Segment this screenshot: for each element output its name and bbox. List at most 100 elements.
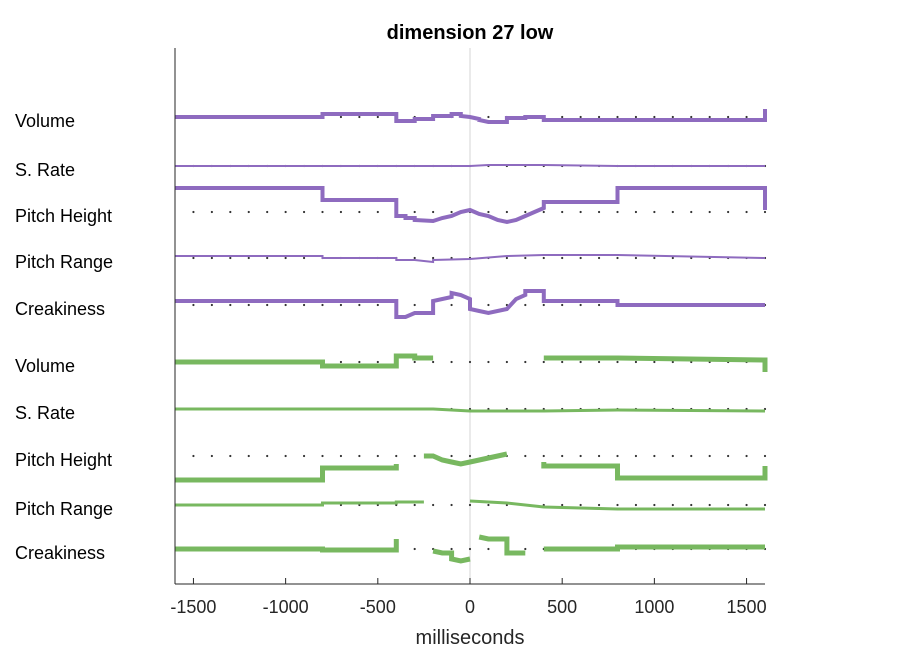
baseline-dot bbox=[376, 303, 379, 307]
row-label: Pitch Range bbox=[15, 499, 113, 519]
baseline-dot bbox=[358, 454, 361, 458]
baseline-dot bbox=[413, 303, 416, 307]
baseline-dot bbox=[284, 303, 287, 307]
baseline-dot bbox=[597, 256, 601, 260]
baseline-dot bbox=[653, 360, 656, 364]
baseline-dot bbox=[616, 115, 619, 119]
baseline-dot bbox=[524, 454, 527, 458]
series-line-2-s-rate bbox=[175, 407, 766, 413]
series-line-2-pitch-range bbox=[469, 499, 765, 511]
baseline-dot bbox=[505, 360, 508, 364]
series-line-2-volume bbox=[175, 353, 434, 369]
baseline-dot bbox=[339, 115, 343, 119]
baseline-dot bbox=[229, 256, 232, 260]
row-label: Pitch Range bbox=[15, 252, 113, 272]
baseline-dot bbox=[432, 503, 435, 507]
baseline-dot bbox=[708, 454, 711, 458]
baseline-dot bbox=[561, 360, 564, 364]
baseline-dot bbox=[358, 115, 361, 119]
baseline-dot bbox=[579, 454, 582, 458]
baseline-dot bbox=[229, 303, 232, 307]
baseline-dot bbox=[763, 454, 767, 458]
series-line-1-pitch-height bbox=[175, 186, 767, 225]
baseline-dot bbox=[634, 115, 638, 119]
baseline-dot bbox=[229, 454, 232, 458]
baseline-dot bbox=[561, 503, 564, 507]
baseline-dot bbox=[432, 210, 435, 214]
row-label: Creakiness bbox=[15, 299, 105, 319]
row-label: Pitch Height bbox=[15, 450, 112, 470]
baseline-dot bbox=[634, 256, 638, 260]
baseline-dot bbox=[321, 210, 324, 214]
baseline-dot bbox=[561, 303, 564, 307]
baseline-dot bbox=[597, 503, 601, 507]
baseline-dot bbox=[616, 454, 619, 458]
baseline-dot bbox=[413, 547, 416, 551]
row-label: Pitch Height bbox=[15, 206, 112, 226]
baseline-dot bbox=[210, 210, 213, 214]
x-tick-label: -500 bbox=[360, 597, 396, 617]
baseline-dot bbox=[561, 115, 564, 119]
baseline-dot bbox=[690, 210, 693, 214]
baseline-dot bbox=[524, 256, 527, 260]
baseline-dot bbox=[450, 547, 453, 551]
series-line-2-creakiness bbox=[432, 548, 471, 564]
baseline-dot bbox=[690, 454, 693, 458]
baseline-dot bbox=[432, 360, 435, 364]
baseline-dot bbox=[763, 210, 767, 214]
baseline-dot bbox=[597, 454, 601, 458]
baseline-dot bbox=[690, 503, 693, 507]
baseline-dot bbox=[450, 303, 453, 307]
baseline-dot bbox=[653, 210, 656, 214]
baseline-dots bbox=[192, 115, 767, 551]
baseline-dot bbox=[505, 256, 508, 260]
baseline-dot bbox=[579, 503, 582, 507]
baseline-dot bbox=[284, 256, 287, 260]
baseline-dot bbox=[413, 256, 416, 260]
baseline-dot bbox=[708, 115, 711, 119]
baseline-dot bbox=[192, 210, 195, 214]
baseline-dot bbox=[487, 503, 490, 507]
baseline-dot bbox=[634, 503, 638, 507]
baseline-dot bbox=[708, 210, 711, 214]
series-line-2-pitch-height bbox=[175, 464, 399, 483]
baseline-dot bbox=[597, 360, 601, 364]
baseline-dot bbox=[524, 210, 527, 214]
baseline-dot bbox=[339, 303, 343, 307]
baseline-dot bbox=[247, 454, 250, 458]
row-label: Creakiness bbox=[15, 543, 105, 563]
baseline-dot bbox=[487, 115, 490, 119]
baseline-dot bbox=[210, 454, 213, 458]
baseline-dot bbox=[247, 303, 250, 307]
baseline-dot bbox=[671, 210, 674, 214]
baseline-dot bbox=[321, 454, 324, 458]
baseline-dot bbox=[745, 210, 748, 214]
row-label: S. Rate bbox=[15, 403, 75, 423]
baseline-dot bbox=[487, 303, 490, 307]
baseline-dot bbox=[671, 503, 674, 507]
baseline-dot bbox=[487, 547, 490, 551]
baseline-dot bbox=[266, 454, 269, 458]
x-axis-label: milliseconds bbox=[416, 627, 525, 649]
baseline-dot bbox=[450, 210, 453, 214]
baseline-dot bbox=[376, 115, 379, 119]
baseline-dot bbox=[542, 210, 545, 214]
baseline-dot bbox=[284, 454, 287, 458]
baseline-dot bbox=[505, 210, 508, 214]
baseline-dot bbox=[284, 210, 287, 214]
baseline-dot bbox=[487, 360, 490, 364]
baseline-dot bbox=[524, 360, 527, 364]
baseline-dot bbox=[727, 454, 730, 458]
baseline-dot bbox=[727, 503, 730, 507]
baseline-dot bbox=[745, 115, 748, 119]
baseline-dot bbox=[634, 360, 638, 364]
baseline-dot bbox=[671, 115, 674, 119]
baseline-dot bbox=[395, 454, 398, 458]
baseline-dot bbox=[745, 454, 748, 458]
baseline-dot bbox=[376, 210, 379, 214]
series-line-1-creakiness bbox=[175, 289, 765, 319]
baseline-dot bbox=[690, 115, 693, 119]
baseline-dot bbox=[542, 303, 545, 307]
series-line-1-pitch-range bbox=[175, 254, 766, 264]
series-line-2-pitch-range bbox=[175, 500, 424, 507]
